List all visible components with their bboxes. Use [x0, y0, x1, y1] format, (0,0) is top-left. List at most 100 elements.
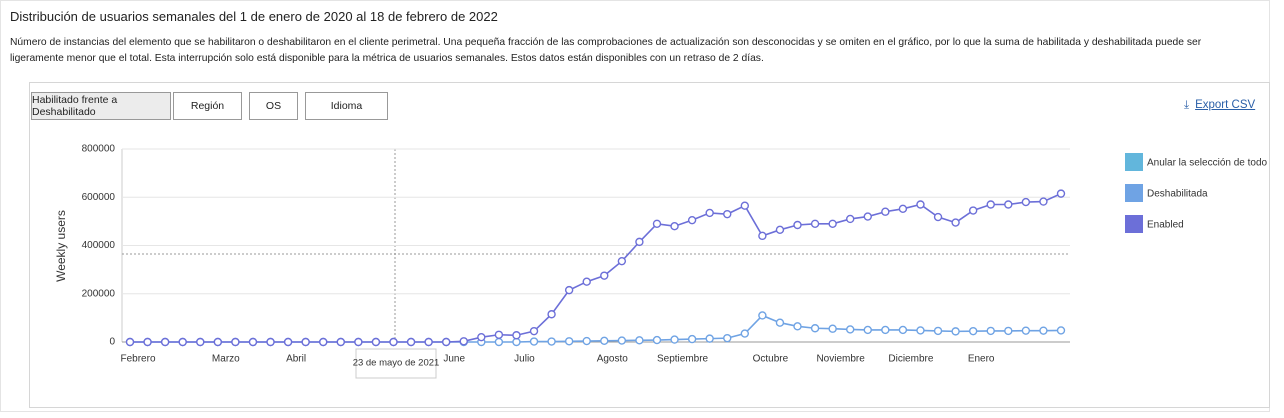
legend-swatch	[1125, 153, 1143, 171]
download-icon: ⤓	[1184, 99, 1190, 111]
point	[1056, 326, 1066, 335]
x-tick-label: Noviembre	[816, 354, 865, 365]
point	[231, 337, 240, 347]
tab[interactable]: OS	[249, 92, 298, 120]
point	[547, 337, 556, 346]
legend-swatch	[1125, 184, 1143, 202]
point	[441, 337, 451, 347]
x-tick-label: Diciembre	[888, 354, 933, 365]
point	[687, 334, 697, 344]
point	[459, 337, 468, 346]
point	[881, 325, 890, 335]
tooltip-text: 23 de mayo de 2021	[353, 358, 440, 369]
tab[interactable]: Habilitado frente a Deshabilitado	[31, 92, 171, 120]
point	[881, 207, 890, 216]
point	[389, 337, 398, 347]
x-tick-label: Octubre	[753, 354, 789, 365]
point	[652, 219, 662, 228]
chart-panel	[29, 82, 1270, 408]
point	[1021, 197, 1031, 207]
legend-item[interactable]: Enabled	[1125, 215, 1184, 233]
point	[740, 329, 750, 338]
point	[178, 337, 187, 347]
point	[1021, 326, 1031, 335]
point	[1056, 189, 1066, 198]
point	[986, 326, 995, 336]
point	[968, 206, 978, 215]
point	[775, 225, 785, 235]
point	[933, 212, 943, 222]
point	[846, 214, 855, 224]
point	[617, 256, 627, 266]
point	[582, 336, 591, 346]
point	[582, 277, 591, 286]
point	[1039, 197, 1048, 206]
point	[283, 337, 293, 347]
point	[846, 325, 855, 334]
y-tick-label: 200000	[82, 288, 116, 299]
point	[758, 231, 767, 241]
legend-item[interactable]: Anular la selección de todo	[1125, 153, 1268, 171]
y-axis-title: Weekly users	[54, 210, 68, 282]
point	[933, 326, 943, 336]
point	[529, 337, 539, 346]
point	[371, 337, 381, 347]
point	[564, 337, 574, 346]
point	[810, 324, 820, 333]
point	[406, 337, 416, 347]
y-tick-label: 0	[109, 337, 115, 348]
point	[951, 218, 960, 227]
point	[512, 337, 521, 347]
y-tick-label: 800000	[82, 144, 116, 155]
tab[interactable]: Idioma	[305, 92, 388, 120]
point	[986, 200, 995, 209]
point	[248, 337, 258, 347]
point	[740, 201, 750, 210]
x-tick-label: Agosto	[597, 354, 629, 365]
legend-swatch	[1125, 215, 1143, 233]
series-line	[130, 192, 1062, 343]
title: Distribución de usuarios semanales del 1…	[10, 9, 498, 24]
point	[916, 200, 925, 209]
point	[1039, 326, 1048, 335]
point	[687, 215, 697, 225]
y-tick-label: 600000	[82, 192, 116, 203]
point	[652, 335, 662, 345]
point	[863, 212, 872, 221]
x-tick-label: Septiembre	[657, 354, 709, 365]
x-tick-label: June	[443, 354, 465, 365]
tab[interactable]: Región	[173, 92, 242, 120]
point	[670, 335, 679, 344]
point	[705, 334, 714, 343]
legend-item[interactable]: Deshabilitada	[1125, 184, 1208, 202]
point	[758, 311, 767, 320]
point	[617, 336, 627, 345]
x-tick-label: Julio	[514, 354, 535, 365]
point	[793, 322, 802, 331]
point	[723, 333, 732, 343]
point	[1004, 326, 1013, 336]
point	[266, 337, 275, 347]
point	[477, 332, 486, 342]
point	[828, 324, 837, 333]
legend-label: Anular la selección de todo	[1147, 158, 1268, 169]
point	[213, 337, 223, 347]
point	[564, 285, 574, 295]
point	[143, 337, 152, 347]
point	[810, 219, 820, 228]
x-tick-label: Abril	[286, 354, 306, 365]
point	[494, 330, 504, 339]
point	[793, 220, 802, 230]
x-tick-label: Marzo	[212, 354, 240, 365]
point	[863, 325, 872, 335]
point	[196, 337, 205, 347]
point	[951, 327, 960, 336]
point	[600, 271, 609, 280]
point	[723, 209, 732, 219]
point	[635, 336, 644, 345]
point	[529, 326, 539, 336]
point	[600, 336, 609, 345]
point	[547, 310, 556, 319]
export-link[interactable]: ⤓ Export CSV	[1184, 99, 1255, 112]
